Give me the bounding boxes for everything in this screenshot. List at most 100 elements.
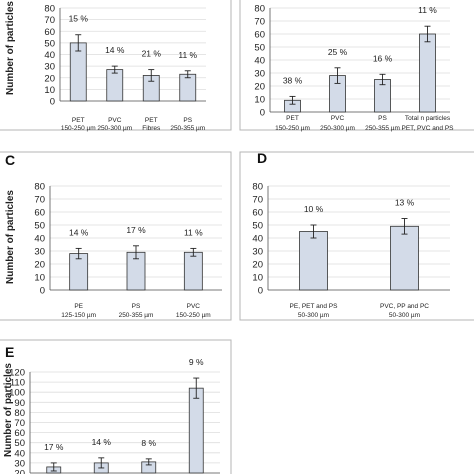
category-label: PET xyxy=(286,115,299,122)
bar xyxy=(179,73,197,102)
y-tick-label: 40 xyxy=(14,448,25,459)
category-label: Fibres xyxy=(142,125,161,132)
percent-label: 9 % xyxy=(189,357,204,367)
y-axis-title: Number of particles xyxy=(5,190,16,284)
percent-label: 14 % xyxy=(105,45,125,55)
y-tick-label: 10 xyxy=(252,273,263,284)
panel-frame xyxy=(239,151,474,321)
panel-frame xyxy=(0,339,232,474)
category-label: PET xyxy=(145,117,158,124)
panel-frame xyxy=(0,0,232,131)
y-tick-label: 110 xyxy=(10,378,25,389)
y-tick-label: 20 xyxy=(252,260,263,271)
y-tick-label: 10 xyxy=(44,85,55,96)
category-label: 50-300 µm xyxy=(298,312,329,319)
y-tick-label: 80 xyxy=(254,4,265,15)
y-tick-label: 40 xyxy=(34,234,45,245)
percent-label: 17 % xyxy=(126,225,146,235)
y-tick-label: 0 xyxy=(40,286,45,297)
y-tick-label: 60 xyxy=(34,208,45,219)
category-label: 250-300 µm xyxy=(320,125,355,132)
percent-label: 11 % xyxy=(178,50,197,60)
y-tick-label: 40 xyxy=(44,50,55,61)
y-tick-label: 60 xyxy=(252,208,263,219)
category-label: 250-300 µm xyxy=(97,125,132,132)
category-label: PE, PET and PS xyxy=(290,303,339,310)
y-tick-label: 70 xyxy=(34,195,45,206)
category-label: PE xyxy=(74,303,83,310)
percent-label: 10 % xyxy=(304,204,324,214)
y-tick-label: 50 xyxy=(44,38,55,49)
percent-label: 17 % xyxy=(44,442,64,452)
y-tick-label: 100 xyxy=(9,388,25,399)
chart-panel-4: 0 10 20 30 40 50 60 70 80 D 10 % PE, PET and PS 50-3… xyxy=(239,150,474,321)
y-tick-label: 80 xyxy=(252,182,263,193)
y-tick-label: 30 xyxy=(254,69,265,80)
percent-label: 13 % xyxy=(395,198,415,208)
category-label: PS xyxy=(378,115,387,122)
category-label: 50-300 µm xyxy=(389,312,420,319)
category-label: PS xyxy=(132,303,141,310)
y-axis-title: Number of particles xyxy=(3,363,14,457)
y-axis-title: Number of particles xyxy=(5,1,16,95)
category-label: PVC xyxy=(108,117,122,124)
percent-label: 11 % xyxy=(184,227,203,237)
y-tick-label: 60 xyxy=(254,30,265,41)
category-label: PVC xyxy=(331,115,345,122)
y-tick-label: 70 xyxy=(252,195,263,206)
y-tick-label: 60 xyxy=(44,27,55,38)
y-tick-label: 50 xyxy=(14,438,25,449)
chart-panel-3: 0 10 20 30 40 50 60 70 80 Number of particles C 14 … xyxy=(0,151,232,321)
category-label: 250-355 µm xyxy=(119,312,154,319)
y-tick-label: 0 xyxy=(258,286,263,297)
category-label: 150-250 µm xyxy=(275,125,310,132)
y-tick-label: 30 xyxy=(44,62,55,73)
y-tick-label: 80 xyxy=(44,4,55,15)
category-label: 150-250 µm xyxy=(61,125,96,132)
y-tick-label: 10 xyxy=(254,95,265,106)
percent-label: 16 % xyxy=(373,53,393,63)
y-tick-label: 80 xyxy=(14,408,25,419)
y-tick-label: 70 xyxy=(14,418,25,429)
bar xyxy=(69,42,87,102)
percent-label: 14 % xyxy=(92,437,112,447)
y-tick-label: 50 xyxy=(34,221,45,232)
y-tick-label: 30 xyxy=(14,458,25,469)
y-tick-label: 40 xyxy=(252,234,263,245)
category-label: Total n particles xyxy=(405,115,451,122)
y-tick-label: 30 xyxy=(252,247,263,258)
y-tick-label: 30 xyxy=(34,247,45,258)
percent-label: 11 % xyxy=(418,5,437,15)
category-label: PET xyxy=(72,117,85,124)
chart-panel-2: 0 10 20 30 40 50 60 70 80 38 % PET 150-250 µm 25 % PV… xyxy=(239,0,474,132)
y-tick-label: 40 xyxy=(254,56,265,67)
category-label: PVC, PP and PC xyxy=(380,303,429,310)
y-tick-label: 60 xyxy=(14,428,25,439)
y-tick-label: 0 xyxy=(260,108,265,119)
category-label: 150-250 µm xyxy=(176,312,211,319)
y-tick-label: 10 xyxy=(34,273,45,284)
bar xyxy=(183,251,203,291)
percent-label: 38 % xyxy=(283,75,303,85)
percent-label: 21 % xyxy=(142,49,162,59)
y-tick-label: 20 xyxy=(34,260,45,271)
bar xyxy=(106,69,124,102)
y-tick-label: 70 xyxy=(44,15,55,26)
panel-frame xyxy=(0,151,232,321)
y-tick-label: 0 xyxy=(50,97,55,108)
y-tick-label: 120 xyxy=(9,368,25,379)
y-tick-label: 20 xyxy=(14,469,25,474)
category-label: 125-150 µm xyxy=(61,312,96,319)
category-label: PS xyxy=(183,117,192,124)
percent-label: 15 % xyxy=(69,14,89,24)
category-label: PVC xyxy=(187,303,201,310)
percent-label: 25 % xyxy=(328,47,348,57)
panel-letter: D xyxy=(257,150,267,166)
percent-label: 8 % xyxy=(141,438,156,448)
y-tick-label: 70 xyxy=(254,17,265,28)
panel-frame xyxy=(239,0,474,131)
y-tick-label: 50 xyxy=(254,43,265,54)
